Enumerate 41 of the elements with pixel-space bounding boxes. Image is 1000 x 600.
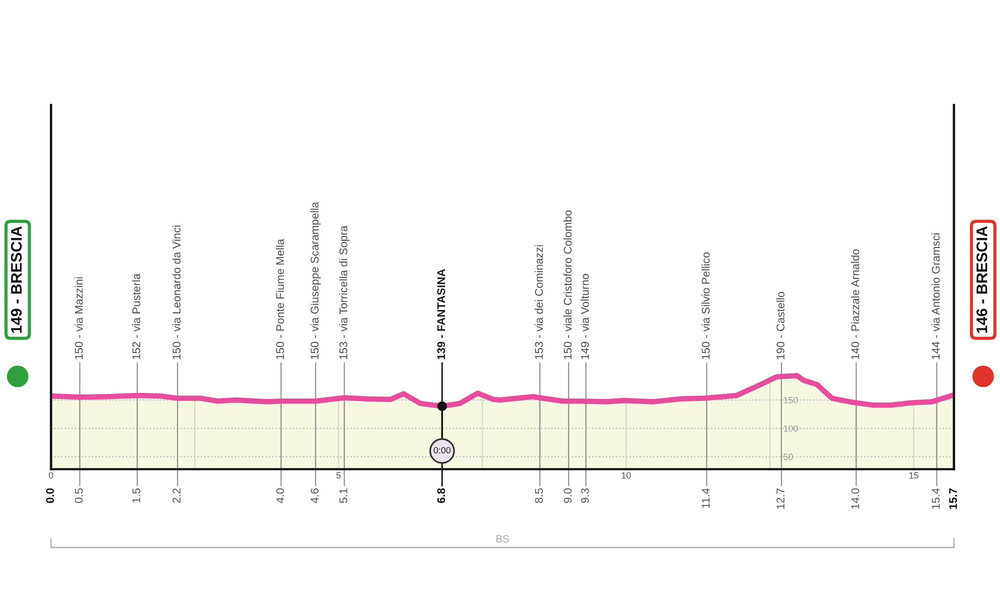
x2-tick-label: 5	[336, 472, 341, 479]
x-tick-label: 0.5	[74, 488, 83, 503]
ref-line-label: 190 - Castello	[776, 292, 784, 360]
x2-tick-label: 0	[48, 472, 54, 479]
y-tick-label: 100	[784, 425, 798, 432]
ref-line-label: 150 - via Giuseppe Scarampella	[310, 202, 321, 360]
ref-line-label: 149 - via Volturno	[580, 274, 589, 360]
ref-line-label: 149 - BRESCIA	[10, 226, 22, 333]
ref-line-label: 144 - via Antonio Gramsci	[932, 233, 940, 360]
ref-line-label: 139 - FANTASINA	[437, 269, 446, 360]
x2-tick-label: 15	[909, 472, 918, 479]
ref-line-label: 146 - BRESCIA	[976, 226, 988, 333]
x-tick-label: 11.4	[702, 488, 710, 508]
y-tick-label: 50	[784, 454, 793, 460]
ref-line-label: 152 - via Pusterla	[132, 273, 140, 360]
ref-line-label: 150 - via Mazzini	[74, 277, 83, 360]
ref-line-label: 153 - via Torricella di Sopra	[339, 226, 350, 360]
x-tick-label: 14.0	[851, 488, 860, 509]
x-tick-label: 4.0	[276, 488, 284, 504]
x-tick-label: 15.4	[932, 488, 940, 509]
x-tick-label: 6.8	[437, 488, 446, 503]
x-tick-label: 9.0	[564, 488, 572, 503]
ref-line-label: 140 - Piazzale Arnaldo	[851, 249, 860, 360]
ref-line-label: 150 - viale Cristoforo Colombo	[563, 210, 572, 360]
x-tick-label: 9.3	[581, 488, 589, 503]
x-tick-label: 8.5	[535, 488, 543, 503]
x2-tick-label: 10	[622, 472, 631, 479]
x-tick-label: 12.7	[776, 488, 784, 509]
text: BS	[496, 535, 509, 543]
x-tick-label: 2.2	[172, 488, 180, 503]
x-tick-label: 4.6	[310, 488, 319, 504]
x-tick-label: 1.5	[132, 488, 140, 503]
ref-line-label: 150 - Ponte Fiume Mella	[276, 238, 284, 360]
annotation: 0:00	[434, 447, 451, 454]
ref-line-label: 153 - via dei Cominazzi	[534, 245, 543, 360]
x-tick-label: 0.0	[46, 488, 54, 503]
x-tick-label: 15.7	[949, 488, 957, 509]
ref-line-label: 150 - via Leonardo da Vinci	[172, 226, 181, 360]
x-tick-label: 5.1	[340, 488, 348, 503]
ref-line-label: 150 - via Silvio Pellico	[702, 252, 710, 360]
y-tick-label: 150	[784, 396, 798, 404]
